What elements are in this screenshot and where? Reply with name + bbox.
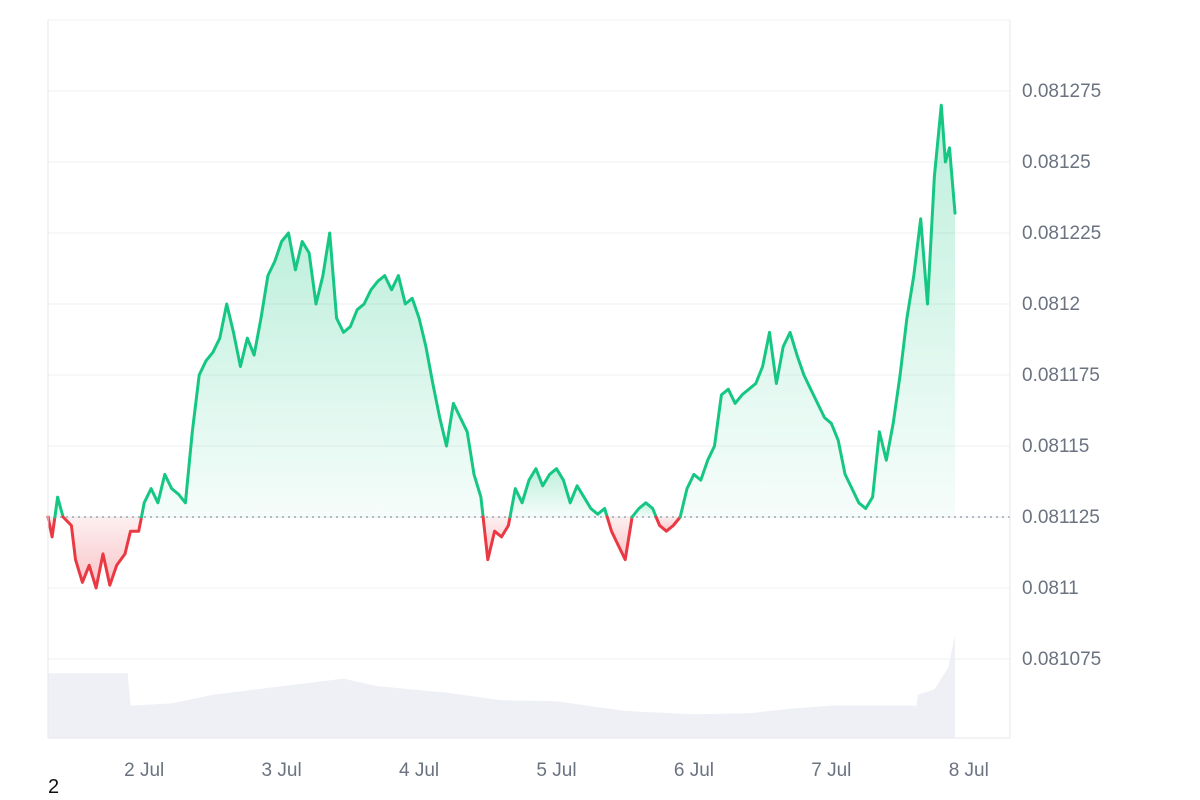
grid-lines — [48, 90, 1010, 660]
y-tick-label: 0.08115 — [1022, 436, 1089, 457]
corner-label: 2 — [48, 776, 60, 798]
y-tick-label: 0.081175 — [1022, 365, 1100, 386]
price-line — [46, 103, 957, 590]
y-tick-label: 0.081275 — [1022, 81, 1101, 102]
x-tick-label: 7 Jul — [811, 760, 851, 781]
price-fill-up — [632, 502, 657, 517]
y-tick-label: 0.0811 — [1022, 578, 1079, 599]
x-tick-label: 8 Jul — [949, 760, 989, 781]
y-tick-label: 0.08125 — [1022, 152, 1091, 173]
price-line-up — [630, 501, 658, 519]
x-tick-label: 4 Jul — [399, 760, 439, 781]
volume-area — [48, 635, 956, 738]
price-fill — [48, 105, 955, 588]
x-tick-label: 3 Jul — [262, 760, 302, 781]
price-line-up — [53, 495, 65, 519]
price-line-down — [605, 515, 634, 562]
price-fill-down — [656, 517, 681, 532]
price-line-down — [46, 515, 57, 539]
price-fill-up — [141, 233, 484, 517]
price-line-down — [61, 515, 143, 590]
price-line-up — [140, 231, 485, 519]
x-axis-ticks: 2 Jul 3 Jul 4 Jul 5 Jul 6 Jul 7 Jul 8 Jul — [124, 760, 989, 781]
y-tick-label: 0.081075 — [1022, 649, 1101, 670]
volume-shape — [48, 635, 956, 738]
price-line-up — [508, 467, 609, 519]
y-tick-label: 0.081125 — [1022, 507, 1100, 528]
y-axis-ticks: 0.081275 0.08125 0.081225 0.0812 0.081175 0.0… — [1022, 81, 1101, 670]
price-fill-up — [680, 105, 955, 517]
x-tick-label: 6 Jul — [674, 760, 714, 781]
price-line-down — [654, 515, 682, 533]
price-fill-down — [63, 517, 142, 588]
x-tick-label: 2 Jul — [124, 760, 164, 781]
price-line-up — [678, 103, 957, 519]
y-tick-label: 0.081225 — [1022, 223, 1101, 244]
price-fill-up — [510, 468, 608, 517]
price-line-down — [481, 515, 512, 562]
x-tick-label: 5 Jul — [536, 760, 576, 781]
y-tick-label: 0.0812 — [1022, 294, 1080, 315]
